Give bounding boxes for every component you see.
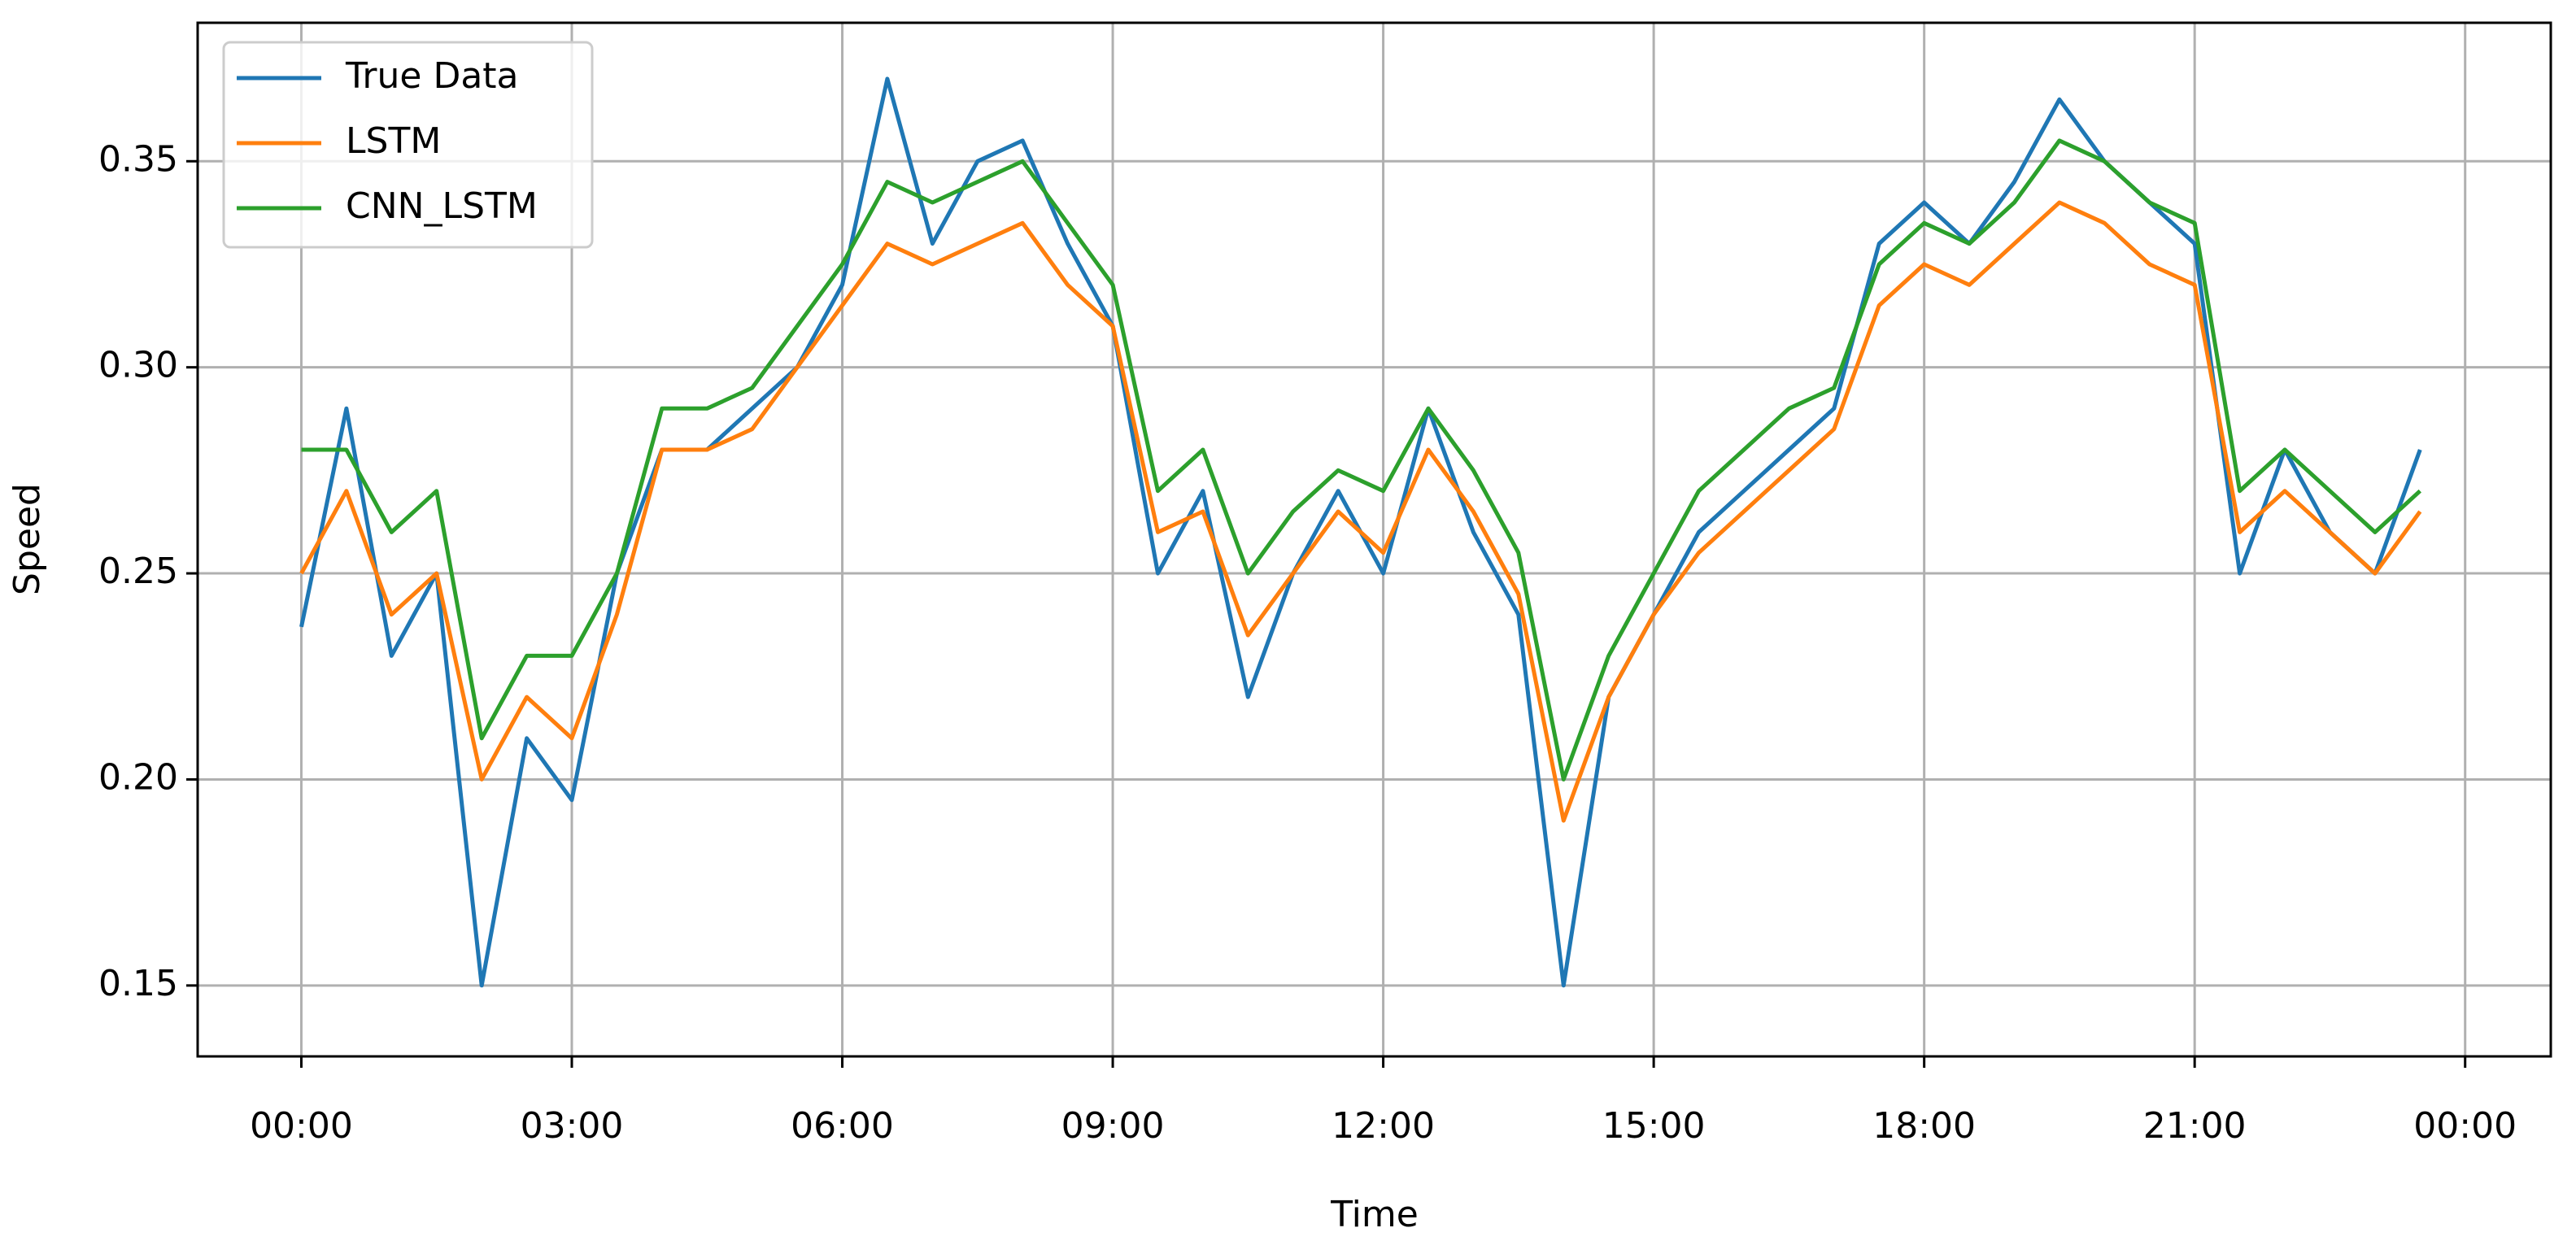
x-tick-label: 12:00 [1332,1105,1435,1147]
legend-label: True Data [345,55,519,97]
y-tick-label: 0.20 [98,756,178,798]
legend-label: CNN_LSTM [346,185,538,227]
y-tick-label: 0.25 [98,551,178,592]
x-tick-label: 00:00 [250,1105,353,1147]
legend-label: LSTM [346,120,441,162]
x-tick-label: 15:00 [1602,1105,1706,1147]
series-line [301,138,2421,782]
x-tick-label: 03:00 [521,1105,624,1147]
plot-frame [196,21,2552,1058]
x-tick-label: 18:00 [1872,1105,1976,1147]
legend-box [222,41,594,249]
x-tick-label: 21:00 [2143,1105,2247,1147]
x-axis-label: Time [1330,1194,1419,1235]
y-tick-label: 0.30 [98,345,178,386]
x-tick-label: 06:00 [791,1105,894,1147]
y-tick-label: 0.35 [98,138,178,180]
y-tick-label: 0.15 [98,963,178,1004]
y-axis-label: Speed [7,483,48,595]
x-tick-label: 00:00 [2413,1105,2517,1147]
series-line [299,200,2422,823]
x-tick-label: 09:00 [1061,1105,1165,1147]
